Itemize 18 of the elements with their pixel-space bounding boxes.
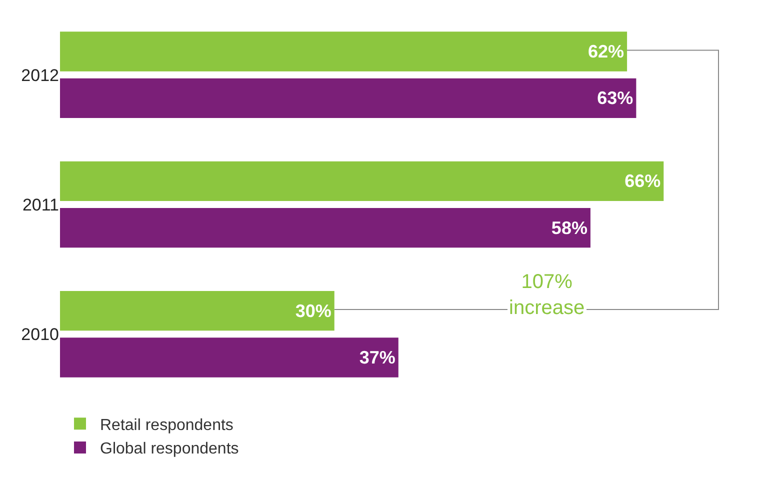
data-label: 63% (597, 88, 634, 108)
bar (60, 32, 628, 72)
data-label: 30% (295, 300, 332, 321)
legend-label: Global respondents (100, 440, 239, 458)
bar (60, 290, 334, 331)
data-label: 37% (359, 348, 396, 368)
y-tick-label: 2010 (21, 325, 59, 344)
data-label: 62% (588, 41, 624, 62)
data-label: 58% (551, 218, 588, 238)
data-label: 66% (624, 171, 661, 192)
bar (60, 208, 590, 248)
annotation: 107% increase (509, 271, 585, 319)
bar (60, 338, 398, 378)
bar (60, 78, 636, 118)
legend-label: Retail respondents (100, 416, 234, 434)
y-tick-label: 2012 (21, 66, 59, 85)
bar (60, 161, 664, 201)
y-tick-label: 2011 (22, 195, 59, 214)
